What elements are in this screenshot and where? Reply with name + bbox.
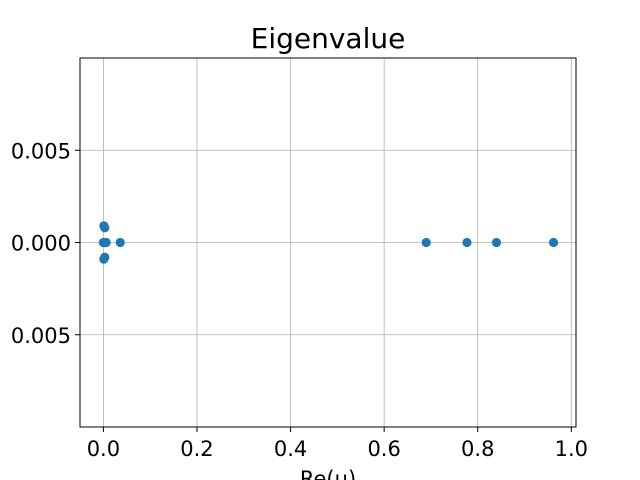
data-point [115,237,125,248]
data-point [101,237,111,248]
x-tick-label: 0.0 [87,437,120,461]
chart-title: Eigenvalue [251,22,406,55]
grid-lines [80,58,576,427]
scatter-points [98,221,559,264]
data-point [100,223,110,233]
y-tick-label: 0.005 [11,324,71,348]
x-tick-label: 0.2 [180,437,213,461]
y-tick-label: 0.005 [11,139,71,163]
y-axis-ticks: 0.005 0.000 0.005 [11,139,80,348]
x-tick-label: 0.4 [274,437,307,461]
x-tick-label: 1.0 [555,437,588,461]
x-tick-label: 0.6 [367,437,400,461]
data-point [421,237,431,248]
y-tick-label: 0.000 [11,232,71,256]
data-point [548,237,559,248]
data-point [100,252,110,262]
x-tick-label: 0.8 [461,437,494,461]
x-axis-label: Re(μ) [300,467,356,480]
data-point [491,237,502,248]
x-axis-ticks: 0.0 0.2 0.4 0.6 0.8 1.0 [87,427,588,461]
data-point [462,237,472,248]
